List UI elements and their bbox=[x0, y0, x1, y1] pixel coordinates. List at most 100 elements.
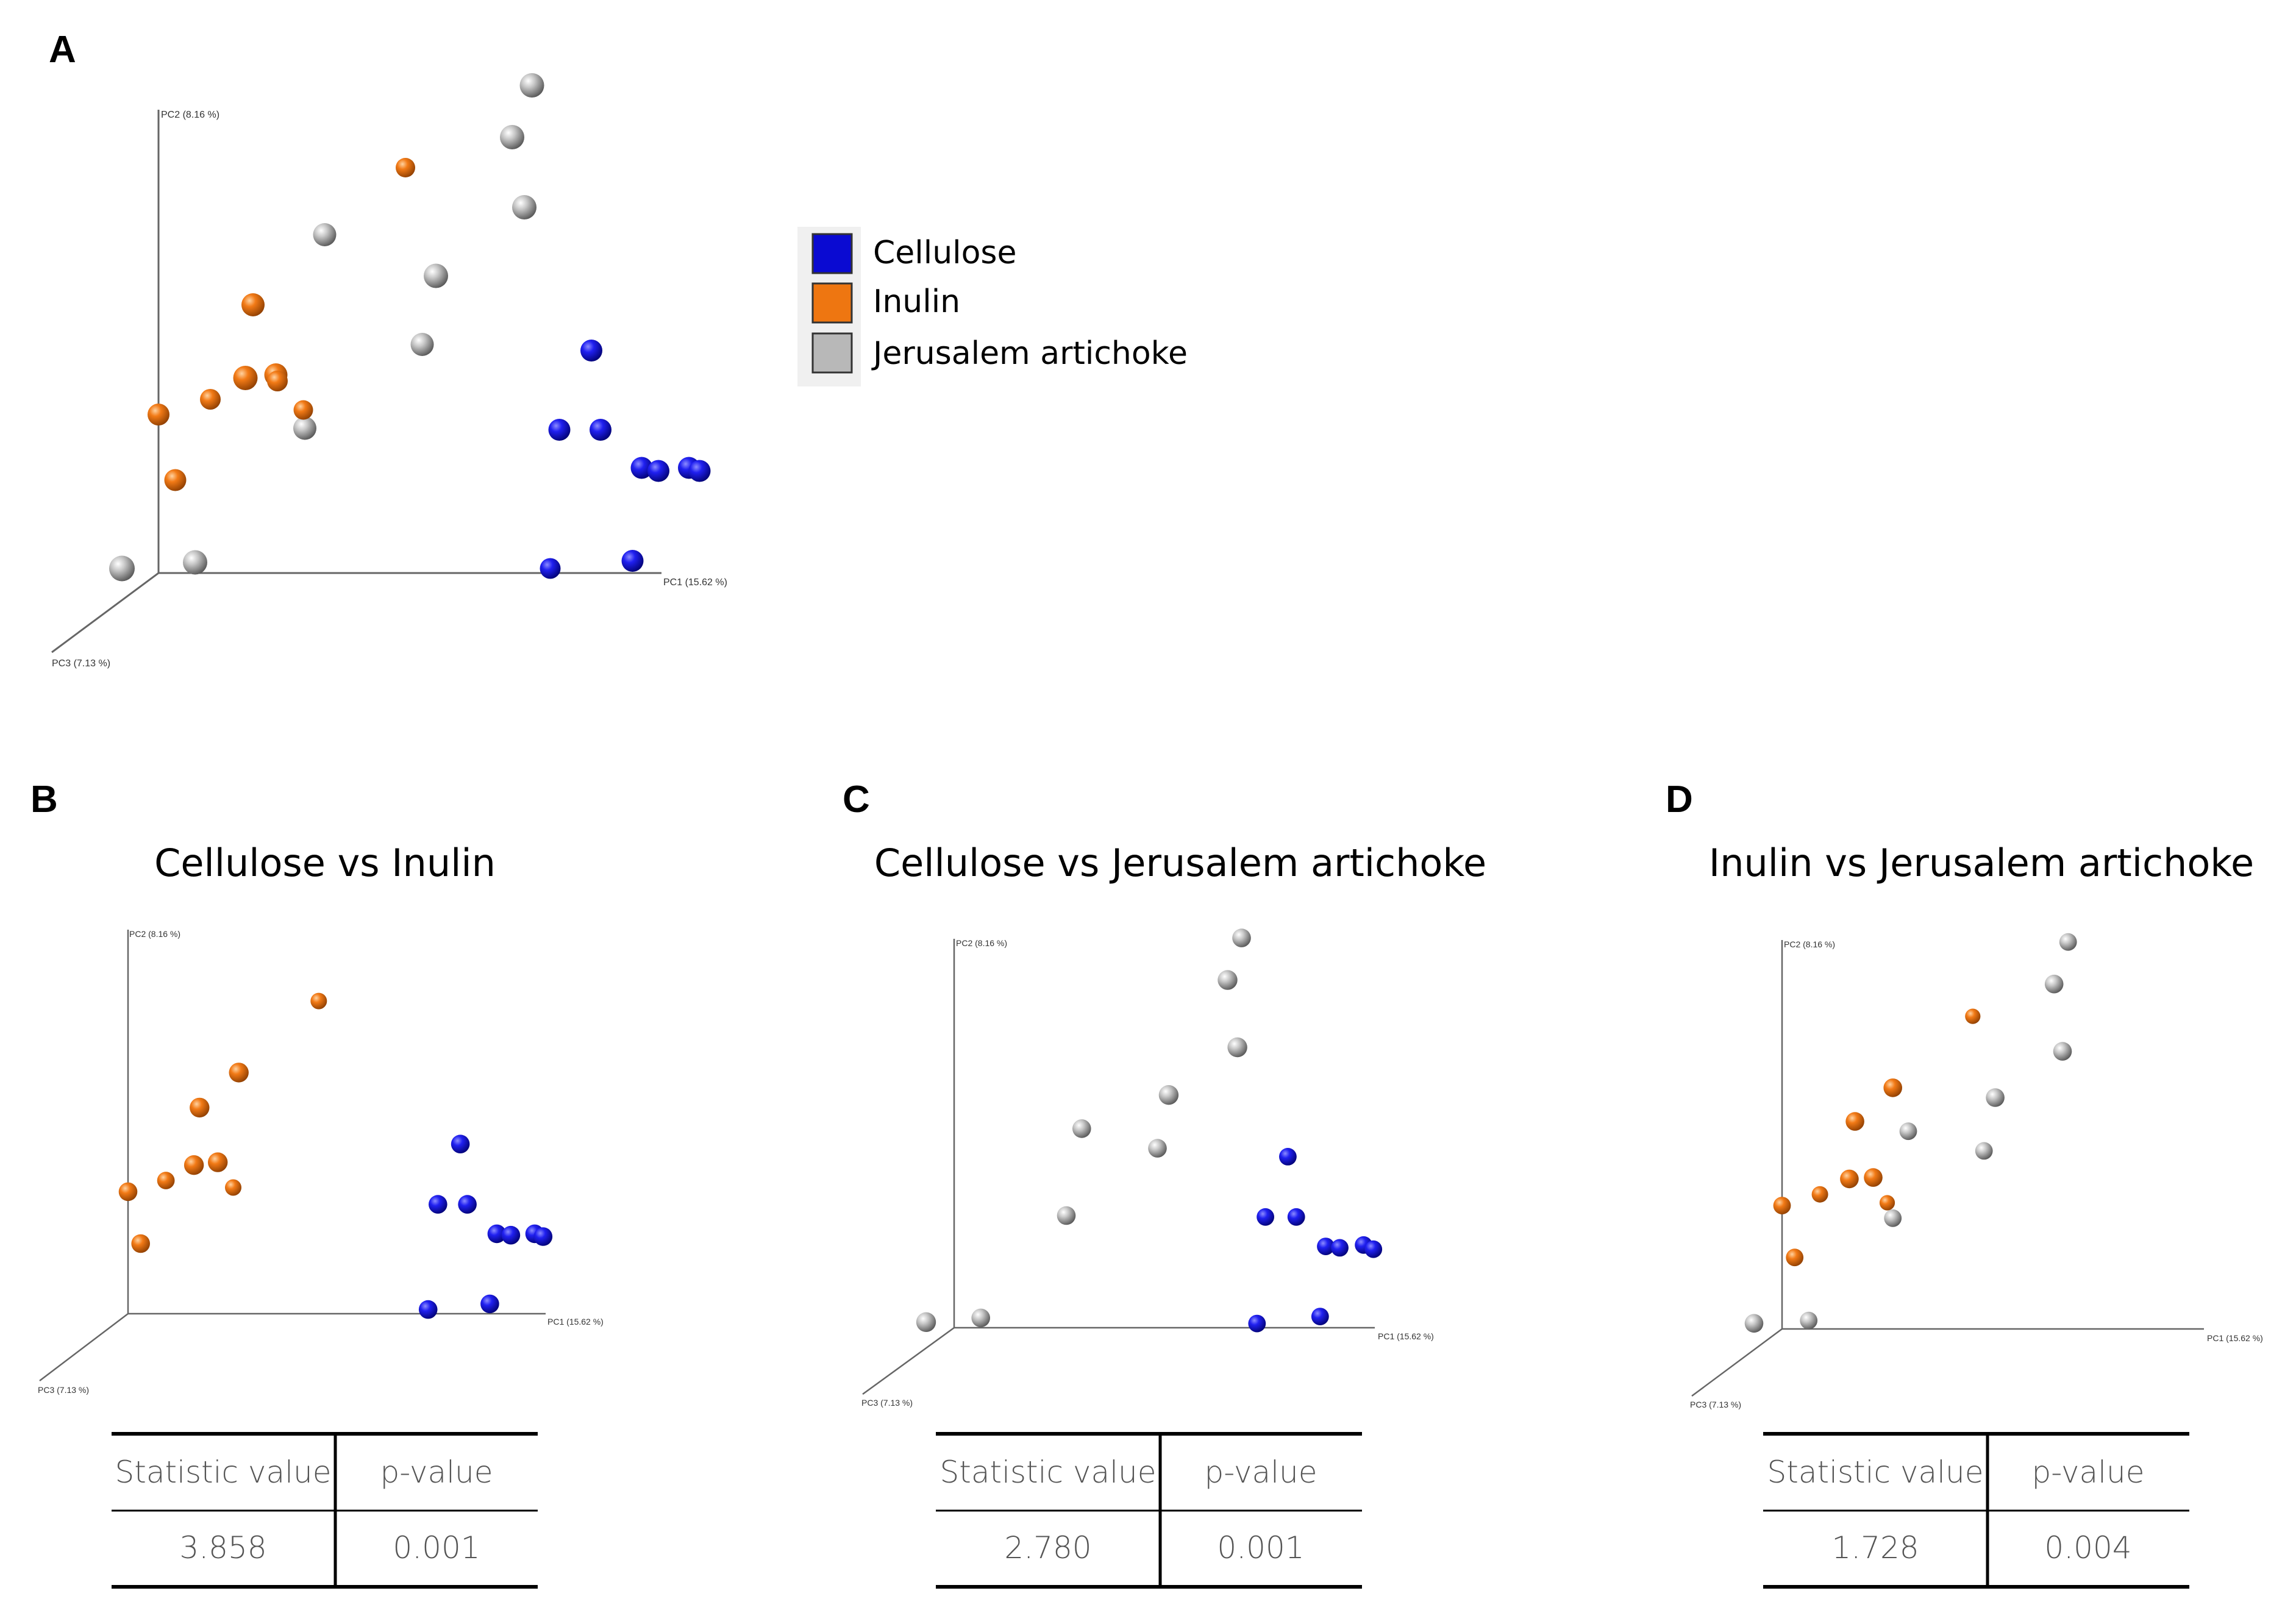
panel-c-pc1-label: PC1 (15.62 %) bbox=[1378, 1331, 1434, 1341]
table-c-p-value: 0.001 bbox=[1217, 1530, 1304, 1565]
panel-b-point-inulin-4 bbox=[184, 1155, 204, 1175]
panel-a-pc1-label: PC1 (15.62 %) bbox=[663, 577, 727, 588]
legend: Cellulose Inulin Jerusalem artichoke bbox=[797, 227, 1188, 386]
panel-d-point-jerusalem-artichoke-0 bbox=[2059, 933, 2077, 951]
legend-swatch-cellulose bbox=[811, 233, 853, 274]
panel-b-point-inulin-3 bbox=[208, 1152, 228, 1172]
panel-c-point-jerusalem-artichoke-3 bbox=[1158, 1085, 1179, 1105]
panel-c-point-jerusalem-artichoke-5 bbox=[1072, 1119, 1091, 1138]
panel-b-point-inulin-0 bbox=[310, 992, 327, 1010]
table-c-stat-value: 2.780 bbox=[1004, 1530, 1091, 1565]
table-b-header-stat: Statistic value bbox=[115, 1455, 332, 1490]
panel-b-pc3-label: PC3 (7.13 %) bbox=[38, 1385, 89, 1395]
panel-d-point-inulin-9 bbox=[1965, 1008, 1981, 1024]
panel-a-point-inulin-12 bbox=[233, 366, 258, 390]
panel-b-point-cellulose-16 bbox=[418, 1300, 438, 1319]
panel-c-point-cellulose-13 bbox=[1331, 1239, 1349, 1257]
panel-c-point-cellulose-9 bbox=[1279, 1148, 1297, 1166]
panel-a-point-inulin-17 bbox=[267, 371, 288, 391]
panel-a-point-inulin-14 bbox=[200, 389, 221, 410]
panel-b-point-cellulose-10 bbox=[429, 1195, 447, 1214]
panel-a-pc3-label: PC3 (7.13 %) bbox=[52, 658, 110, 669]
panel-a-point-jerusalem-artichoke-7 bbox=[183, 550, 207, 575]
panel-a-point-jerusalem-artichoke-2 bbox=[512, 195, 537, 219]
panel-a-point-jerusalem-artichoke-6 bbox=[293, 416, 316, 440]
table-b-p-value: 0.001 bbox=[393, 1530, 480, 1565]
panel-d-point-inulin-15 bbox=[1879, 1195, 1895, 1211]
panel-c-axes bbox=[862, 939, 1375, 1395]
legend-label-cellulose: Cellulose bbox=[873, 235, 1017, 271]
panel-c-point-jerusalem-artichoke-1 bbox=[1218, 970, 1238, 990]
table-c-header-p: p-value bbox=[1204, 1455, 1317, 1490]
panel-c-point-cellulose-10 bbox=[1257, 1208, 1275, 1226]
panel-b-point-cellulose-15 bbox=[533, 1227, 553, 1246]
legend-label-inulin: Inulin bbox=[873, 283, 960, 320]
panel-d-points bbox=[1744, 933, 2077, 1333]
panel-d-point-inulin-17 bbox=[1786, 1248, 1804, 1267]
stats-table-d: Statistic value p-value 1.728 0.004 bbox=[1763, 1432, 2189, 1589]
panel-d-point-inulin-11 bbox=[1845, 1112, 1864, 1131]
panel-b-point-inulin-8 bbox=[131, 1234, 150, 1253]
panel-d-axes bbox=[1691, 940, 2204, 1397]
panel-a-axes bbox=[51, 110, 661, 653]
panel-d-point-jerusalem-artichoke-3 bbox=[1986, 1088, 2005, 1107]
panel-a-point-cellulose-19 bbox=[548, 419, 571, 441]
panel-title-d: Inulin vs Jerusalem artichoke bbox=[1709, 841, 2254, 885]
panel-d-point-inulin-13 bbox=[1840, 1169, 1859, 1189]
panel-letter-d: D bbox=[1666, 778, 1693, 821]
panel-a-point-cellulose-22 bbox=[647, 460, 669, 482]
panel-b-point-cellulose-13 bbox=[501, 1225, 521, 1245]
panel-c-point-jerusalem-artichoke-4 bbox=[1148, 1139, 1167, 1158]
panel-d-point-jerusalem-artichoke-1 bbox=[2044, 974, 2064, 994]
panel-b-points bbox=[118, 992, 553, 1319]
panel-a-point-cellulose-25 bbox=[540, 558, 561, 579]
panel-title-c: Cellulose vs Jerusalem artichoke bbox=[874, 841, 1486, 885]
panel-a-point-cellulose-20 bbox=[590, 419, 611, 441]
panel-a-point-jerusalem-artichoke-1 bbox=[500, 125, 524, 149]
panel-title-b: Cellulose vs Inulin bbox=[154, 841, 496, 885]
panel-d-point-jerusalem-artichoke-5 bbox=[1899, 1122, 1917, 1141]
panel-a-point-jerusalem-artichoke-8 bbox=[109, 555, 135, 582]
panel-b-point-cellulose-12 bbox=[487, 1224, 507, 1244]
panel-c-point-jerusalem-artichoke-6 bbox=[1057, 1206, 1076, 1225]
panel-b-point-cellulose-11 bbox=[458, 1195, 477, 1214]
panel-a-point-jerusalem-artichoke-4 bbox=[410, 333, 434, 356]
panel-b-point-inulin-2 bbox=[190, 1097, 210, 1118]
panel-b-point-inulin-7 bbox=[118, 1182, 138, 1202]
panel-a-point-cellulose-24 bbox=[688, 460, 711, 482]
table-b-header-p: p-value bbox=[380, 1455, 493, 1490]
panel-c-point-jerusalem-artichoke-7 bbox=[971, 1308, 990, 1328]
panel-c-point-cellulose-11 bbox=[1287, 1208, 1305, 1226]
panel-a-point-inulin-13 bbox=[396, 158, 415, 177]
panel-a-points bbox=[109, 73, 711, 582]
legend-swatch-inulin bbox=[811, 282, 853, 324]
panel-b-point-inulin-5 bbox=[157, 1172, 175, 1189]
panel-d-pc3-label: PC3 (7.13 %) bbox=[1690, 1400, 1741, 1409]
panel-c-point-cellulose-16 bbox=[1248, 1314, 1266, 1333]
panel-c-pc2-label: PC2 (8.16 %) bbox=[956, 938, 1007, 948]
panel-b-point-inulin-1 bbox=[229, 1063, 249, 1083]
panel-letter-a: A bbox=[49, 29, 76, 71]
table-d-header-stat: Statistic value bbox=[1767, 1455, 1984, 1490]
table-d-p-value: 0.004 bbox=[2044, 1530, 2131, 1565]
panel-c-point-jerusalem-artichoke-8 bbox=[916, 1312, 936, 1332]
panel-letter-c: C bbox=[843, 778, 870, 821]
panel-c-pc3-label: PC3 (7.13 %) bbox=[861, 1398, 913, 1408]
table-b-stat-value: 3.858 bbox=[179, 1530, 266, 1565]
panel-a-pc2-label: PC2 (8.16 %) bbox=[161, 110, 219, 120]
panel-d-point-inulin-10 bbox=[1883, 1078, 1902, 1097]
table-d-stat-value: 1.728 bbox=[1831, 1530, 1919, 1565]
panel-d-point-jerusalem-artichoke-8 bbox=[1744, 1314, 1764, 1333]
legend-label-jerusalem-artichoke: Jerusalem artichoke bbox=[871, 335, 1188, 372]
panel-d-point-jerusalem-artichoke-6 bbox=[1884, 1209, 1902, 1227]
panel-b-pc2-label: PC2 (8.16 %) bbox=[129, 929, 180, 939]
panel-d-point-inulin-12 bbox=[1864, 1168, 1883, 1187]
legend-swatch-jerusalem-artichoke bbox=[811, 332, 853, 374]
panel-d-pc1-label: PC1 (15.62 %) bbox=[2207, 1333, 2263, 1343]
panel-a-point-inulin-15 bbox=[164, 469, 187, 491]
panel-c-points bbox=[916, 928, 1383, 1333]
panel-d-point-jerusalem-artichoke-7 bbox=[1800, 1311, 1818, 1330]
panel-a-point-jerusalem-artichoke-3 bbox=[424, 263, 448, 288]
table-c-header-stat: Statistic value bbox=[940, 1455, 1157, 1490]
